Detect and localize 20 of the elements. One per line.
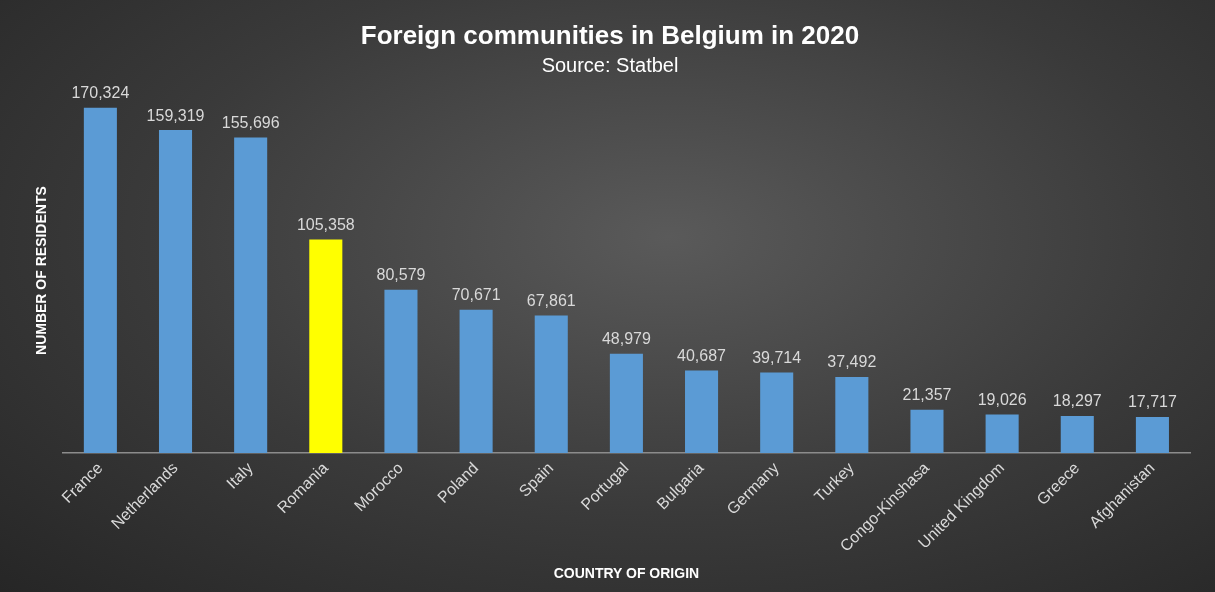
chart-subtitle: Source: Statbel xyxy=(541,53,679,76)
data-label: 67,861 xyxy=(526,291,576,309)
data-label: 39,714 xyxy=(752,348,802,366)
x-tick-label: Italy xyxy=(223,458,256,492)
data-label: 80,579 xyxy=(376,266,426,284)
data-label: 170,324 xyxy=(71,84,130,102)
data-label: 40,687 xyxy=(677,346,727,364)
data-label: 18,297 xyxy=(1052,392,1102,410)
data-label: 37,492 xyxy=(827,353,877,371)
y-axis-title: NUMBER OF RESIDENTS xyxy=(33,186,50,355)
data-label: 155,696 xyxy=(221,113,280,131)
data-label: 159,319 xyxy=(146,106,205,124)
data-label: 17,717 xyxy=(1127,393,1177,411)
data-label: 19,026 xyxy=(977,390,1027,408)
chart-title: Foreign communities in Belgium in 2020 xyxy=(360,19,860,50)
data-label: 70,671 xyxy=(451,286,501,304)
data-label: 48,979 xyxy=(601,330,651,348)
x-axis-title: COUNTRY OF ORIGIN xyxy=(553,565,700,582)
data-label: 21,357 xyxy=(902,386,952,404)
data-label: 105,358 xyxy=(296,215,355,233)
